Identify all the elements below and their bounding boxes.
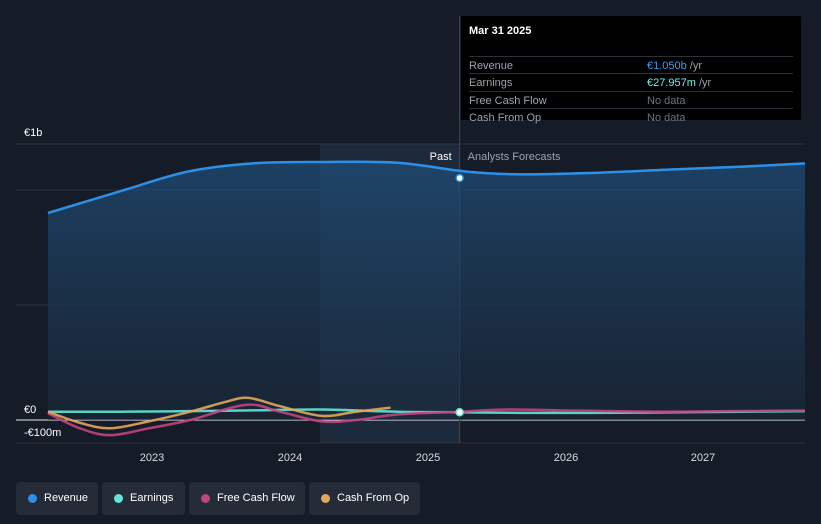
revenue-line xyxy=(47,160,806,215)
x-tick-label: 2023 xyxy=(140,452,164,464)
tooltip-row-value: No data xyxy=(647,112,686,124)
tooltip-markers xyxy=(455,173,464,417)
tooltip-row-label: Cash From Op xyxy=(469,112,542,124)
tooltip-row-free-cash-flow: Free Cash Flow No data xyxy=(469,91,793,109)
past-label: Past xyxy=(430,151,452,163)
tooltip: Mar 31 2025 Revenue €1.050b/yr Earnings €27… xyxy=(461,16,801,124)
tooltip-row-earnings: Earnings €27.957m/yr xyxy=(469,73,793,91)
tooltip-row-value: No data xyxy=(647,95,686,107)
tooltip-value-number: No data xyxy=(647,95,686,107)
tooltip-row-label: Earnings xyxy=(469,77,513,89)
tooltip-row-cash-from-op: Cash From Op No data xyxy=(469,108,793,126)
tooltip-value-number: €27.957m xyxy=(647,77,696,89)
legend-item-free-cash-flow[interactable]: Free Cash Flow xyxy=(189,482,305,515)
x-tick-label: 2026 xyxy=(554,452,578,464)
tooltip-date: Mar 31 2025 xyxy=(469,25,532,37)
x-tick-label: 2027 xyxy=(691,452,715,464)
free-cash-flow-line xyxy=(47,403,806,437)
tooltip-row-label: Revenue xyxy=(469,60,514,72)
y-axis-labels: €1b €0 -€100m xyxy=(24,127,61,439)
legend-item-revenue[interactable]: Revenue xyxy=(16,482,98,515)
tooltip-value-unit: /yr xyxy=(698,77,712,89)
tooltip-row-value: €27.957m/yr xyxy=(647,77,711,89)
revenue-area xyxy=(48,161,805,421)
tooltip-row-value: €1.050b/yr xyxy=(647,60,702,72)
legend-dot-icon xyxy=(114,494,123,503)
legend-dot-icon xyxy=(321,494,330,503)
x-tick-label: 2025 xyxy=(416,452,440,464)
revenue-marker xyxy=(455,173,464,183)
tooltip-value-number: No data xyxy=(647,112,686,124)
earnings-marker xyxy=(455,408,464,417)
tooltip-row-revenue: Revenue €1.050b/yr xyxy=(469,56,793,74)
legend-dot-icon xyxy=(28,494,37,503)
legend-label: Cash From Op xyxy=(337,492,410,504)
legend-label: Earnings xyxy=(130,492,174,504)
x-tick-label: 2024 xyxy=(278,452,302,464)
x-axis-labels: 2023 2024 2025 2026 2027 xyxy=(140,452,715,464)
y-tick-label: €1b xyxy=(24,127,42,139)
legend-label: Revenue xyxy=(44,492,89,504)
cash-from-op-line xyxy=(47,396,391,430)
tooltip-value-unit: /yr xyxy=(689,60,702,72)
legend-item-cash-from-op[interactable]: Cash From Op xyxy=(309,482,420,515)
tooltip-value-number: €1.050b xyxy=(647,60,687,72)
series-layer xyxy=(47,160,806,437)
tooltip-row-label: Free Cash Flow xyxy=(469,95,547,107)
legend-item-earnings[interactable]: Earnings xyxy=(102,482,185,515)
forecast-label: Analysts Forecasts xyxy=(468,151,561,163)
y-tick-label: €0 xyxy=(24,404,36,416)
legend-dot-icon xyxy=(201,494,210,503)
legend-label: Free Cash Flow xyxy=(217,492,295,504)
y-tick-label: -€100m xyxy=(24,427,61,439)
